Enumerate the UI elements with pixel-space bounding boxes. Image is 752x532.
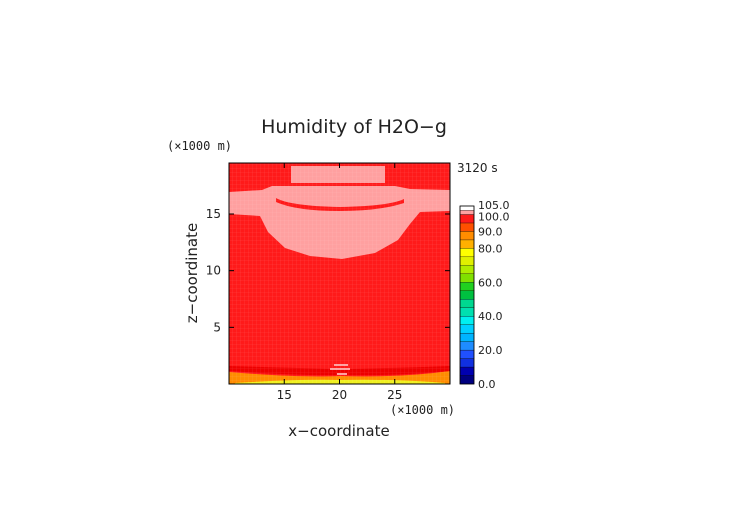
colorbar-band — [459, 214, 475, 224]
colorbar-band — [459, 222, 475, 232]
y-axis: 5 10 15 — [206, 207, 450, 334]
colorbar-label: 60.0 — [478, 276, 503, 289]
colorbar-band — [459, 366, 475, 376]
colorbar-band — [459, 358, 475, 368]
colorbar-label: 40.0 — [478, 310, 503, 323]
colorbar-frame — [459, 205, 475, 385]
time-label: 3120 s — [457, 161, 498, 175]
colorbar-band — [459, 332, 475, 342]
y-tick-label: 15 — [206, 207, 221, 221]
colorbar-band — [459, 290, 475, 300]
colorbar-band — [459, 307, 475, 317]
x-axis-label: x−coordinate — [288, 422, 389, 440]
chart-title: Humidity of H2O−g — [261, 116, 447, 138]
colorbar-band — [459, 375, 475, 385]
colorbar-band — [459, 265, 475, 274]
colorbar-label: 90.0 — [478, 225, 503, 238]
y-tick-label: 10 — [206, 264, 221, 278]
colorbar-label: 105.0 — [478, 199, 510, 212]
x-tick-label: 25 — [387, 388, 402, 402]
colorbar-band — [459, 324, 475, 334]
x-tick-label: 20 — [332, 388, 347, 402]
x-unit-label: (×1000 m) — [390, 403, 455, 417]
colorbar-band — [459, 231, 475, 241]
colorbar-band — [459, 349, 475, 359]
colorbar-band — [459, 282, 475, 291]
colorbar-band — [459, 341, 475, 351]
colorbar-band — [459, 239, 475, 249]
colorbar-band — [459, 299, 475, 308]
colorbar-label: 100.0 — [478, 210, 510, 223]
colorbar-band — [459, 210, 475, 215]
colorbar-label: 20.0 — [478, 344, 503, 357]
heatmap-field — [229, 163, 450, 384]
colorbar-band — [459, 248, 475, 258]
colorbar-band — [459, 273, 475, 283]
colorbar-band — [459, 316, 475, 325]
x-axis: 15 20 25 — [277, 163, 402, 402]
grid-overlay — [229, 163, 450, 384]
y-axis-label: z−coordinate — [183, 223, 201, 323]
colorbar-band — [459, 205, 475, 211]
colorbar-band — [459, 256, 475, 266]
y-tick-label: 5 — [213, 320, 221, 334]
y-unit-label: (×1000 m) — [167, 139, 232, 153]
colorbar-label: 0.0 — [478, 378, 496, 391]
x-tick-label: 15 — [277, 388, 292, 402]
colorbar-label: 80.0 — [478, 242, 503, 255]
